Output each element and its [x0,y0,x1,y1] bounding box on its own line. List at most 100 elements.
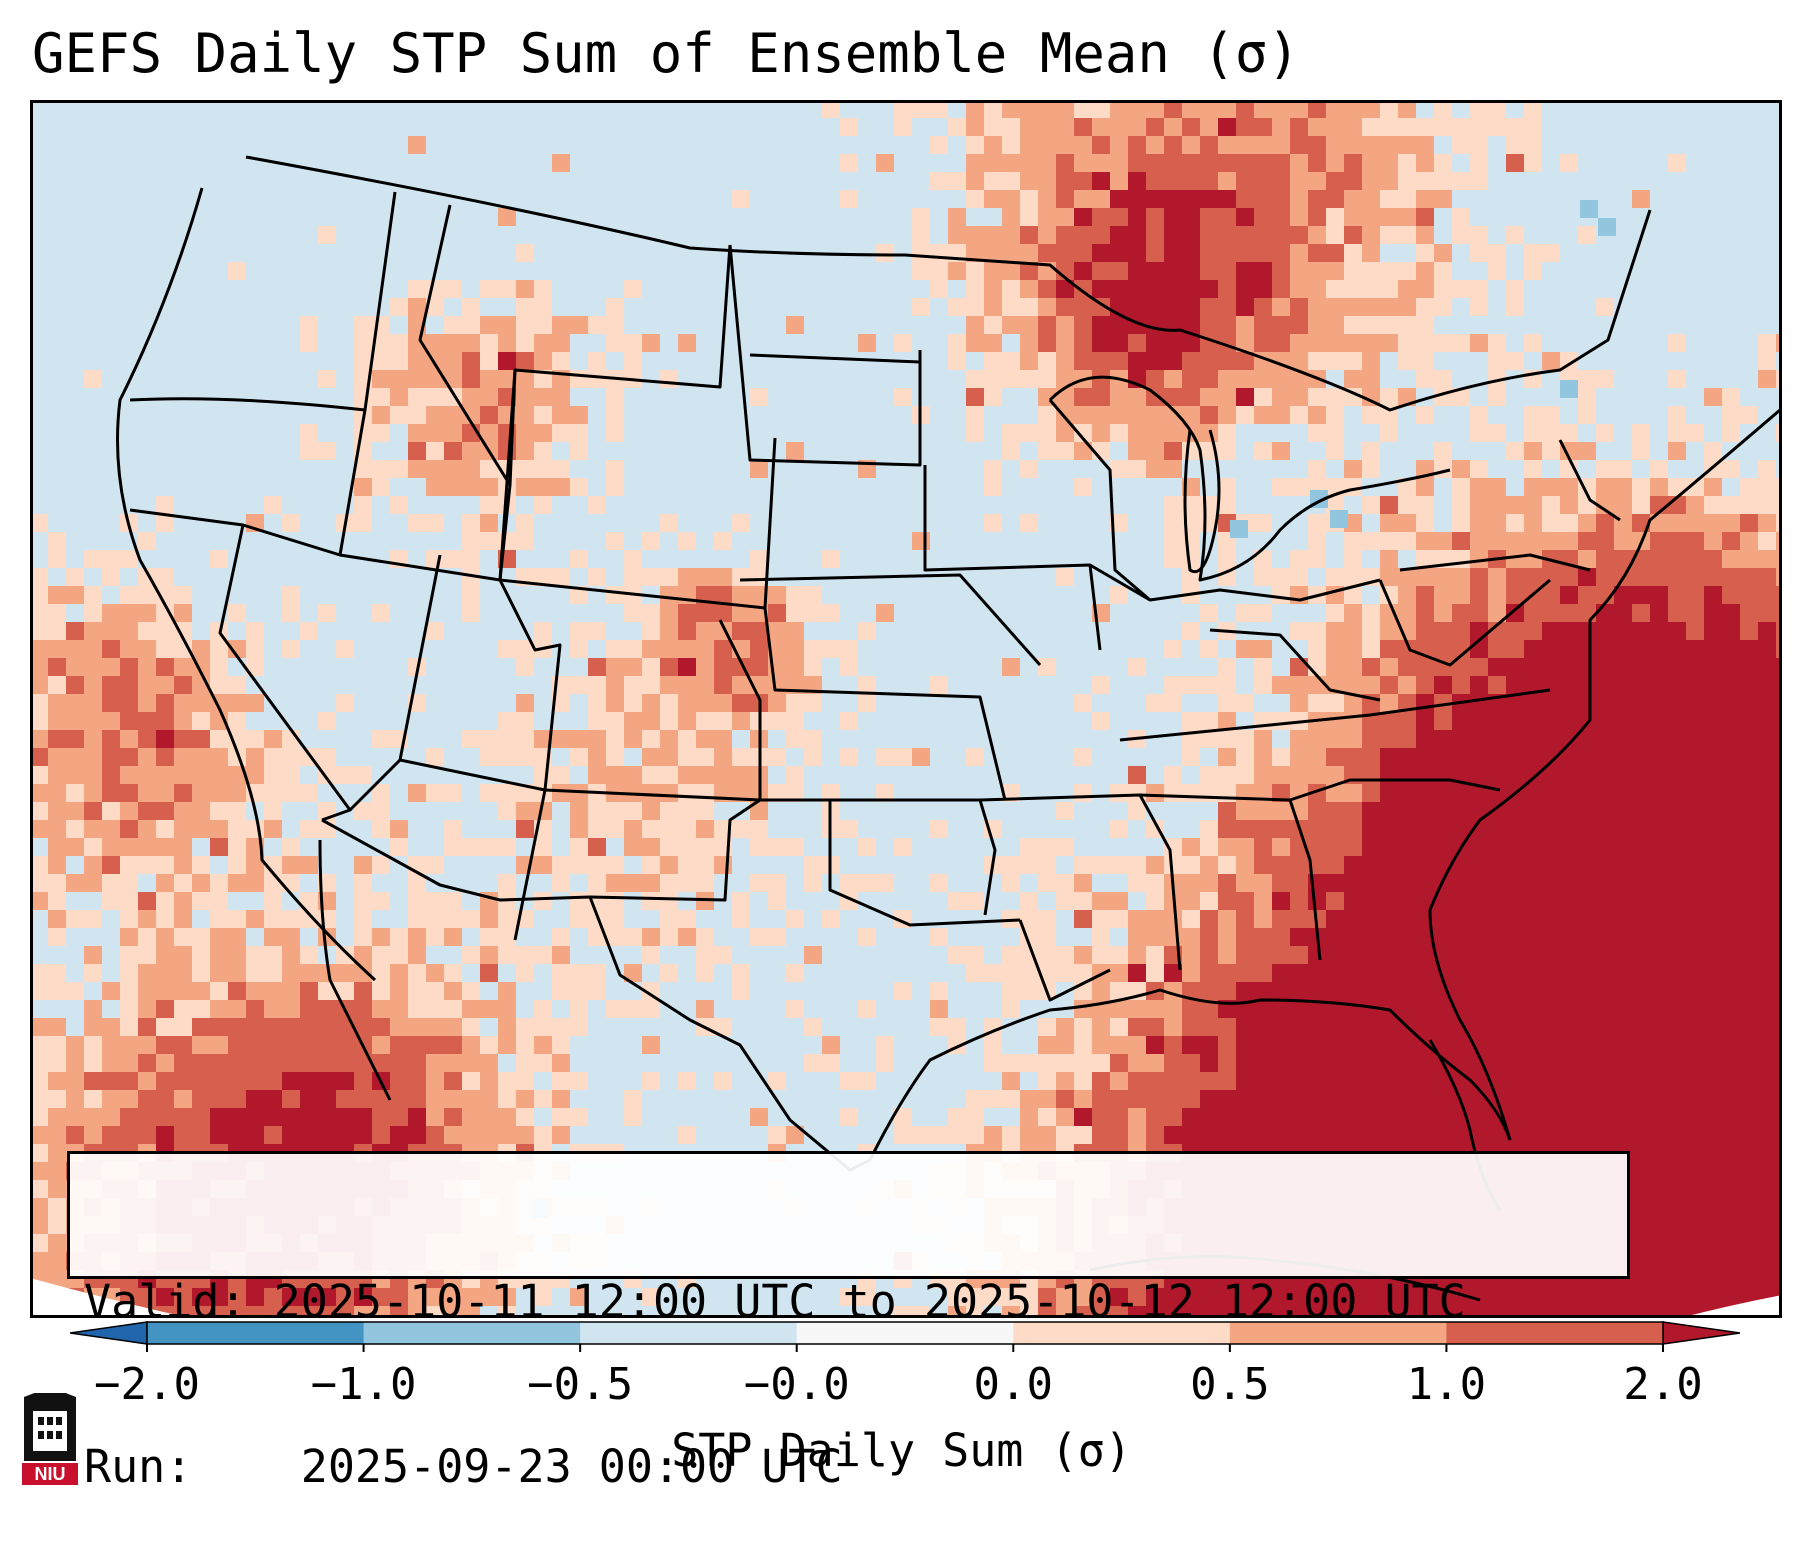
anomaly-cell [1146,208,1164,226]
anomaly-cell [1398,964,1416,982]
anomaly-cell [1524,694,1542,712]
anomaly-cell [1758,910,1776,928]
anomaly-cell [1110,1072,1128,1090]
anomaly-cell [1740,1018,1758,1036]
anomaly-cell [1470,730,1488,748]
anomaly-cell [1254,838,1272,856]
anomaly-cell [1416,406,1434,424]
anomaly-cell [498,280,516,298]
anomaly-cell [102,640,120,658]
anomaly-cell [1632,496,1650,514]
anomaly-cell [1038,118,1056,136]
anomaly-cell [1542,928,1560,946]
anomaly-cell [1200,892,1218,910]
anomaly-cell [1056,298,1074,316]
anomaly-cell [228,1000,246,1018]
anomaly-cell [174,838,192,856]
anomaly-cell [1596,460,1614,478]
anomaly-cell [1218,1108,1236,1126]
anomaly-cell [1632,190,1650,208]
anomaly-cell [1110,190,1128,208]
anomaly-cell [480,784,498,802]
anomaly-cell [1488,1126,1506,1144]
anomaly-cell [372,352,390,370]
anomaly-cell [1722,406,1740,424]
anomaly-cell [426,784,444,802]
anomaly-cell [1020,154,1038,172]
anomaly-cell [30,892,48,910]
anomaly-cell [1506,964,1524,982]
anomaly-cell [696,694,714,712]
anomaly-cell [1686,550,1704,568]
anomaly-cell [1074,118,1092,136]
anomaly-cell [228,910,246,928]
anomaly-cell [1686,1216,1704,1234]
anomaly-cell [1578,532,1596,550]
anomaly-cell [48,1018,66,1036]
anomaly-cell [714,640,732,658]
anomaly-cell [678,856,696,874]
anomaly-cell [1218,496,1236,514]
anomaly-cell [1560,838,1578,856]
anomaly-cell [1146,334,1164,352]
anomaly-cell [1308,334,1326,352]
anomaly-cell [1308,1036,1326,1054]
anomaly-cell [1326,712,1344,730]
anomaly-cell [1506,604,1524,622]
anomaly-cell [1416,658,1434,676]
anomaly-cell [1254,190,1272,208]
anomaly-cell [1416,154,1434,172]
anomaly-cell [876,784,894,802]
anomaly-cell [1002,100,1020,118]
anomaly-cell [1146,892,1164,910]
anomaly-cell [1434,784,1452,802]
anomaly-cell [1668,1108,1686,1126]
anomaly-cell [840,748,858,766]
colorbar-tick-label: −2.0 [94,1359,200,1407]
anomaly-cell [696,586,714,604]
anomaly-cell [1398,1126,1416,1144]
anomaly-cell [1452,388,1470,406]
anomaly-cell [1758,514,1776,532]
anomaly-cell [1128,856,1146,874]
anomaly-cell [1236,1108,1254,1126]
anomaly-cell [1524,1108,1542,1126]
anomaly-cell [282,1090,300,1108]
anomaly-cell [534,1054,552,1072]
anomaly-cell [30,1090,48,1108]
anomaly-cell [1506,910,1524,928]
anomaly-cell [1434,1018,1452,1036]
anomaly-cell [246,1090,264,1108]
anomaly-cell [1002,982,1020,1000]
anomaly-cell [1344,658,1362,676]
anomaly-cell [354,1072,372,1090]
anomaly-cell [372,460,390,478]
colorbar-tick-label: 2.0 [1623,1359,1702,1407]
anomaly-cell [1632,820,1650,838]
anomaly-cell [30,820,48,838]
anomaly-cell [1524,1072,1542,1090]
anomaly-cell [1218,964,1236,982]
anomaly-cell [1668,784,1686,802]
anomaly-cell [408,1000,426,1018]
anomaly-cell [678,1126,696,1144]
anomaly-cell [192,946,210,964]
anomaly-cell [1272,1036,1290,1054]
anomaly-cell [1002,856,1020,874]
anomaly-cell [1218,838,1236,856]
colorbar: −2.0 −1.0 −0.5 −0.0 0.0 0.5 1.0 2.0 [70,1321,1740,1407]
anomaly-cell [1506,658,1524,676]
anomaly-cell [1470,172,1488,190]
anomaly-cell [120,1036,138,1054]
anomaly-cell [1290,928,1308,946]
anomaly-cell [1560,622,1578,640]
anomaly-cell [1416,280,1434,298]
anomaly-cell [408,514,426,532]
anomaly-cell [444,442,462,460]
anomaly-cell [1164,784,1182,802]
anomaly-cell [1038,1018,1056,1036]
anomaly-cell [1398,748,1416,766]
anomaly-cell [1020,856,1038,874]
anomaly-cell [660,370,678,388]
anomaly-cell [1146,1288,1164,1306]
